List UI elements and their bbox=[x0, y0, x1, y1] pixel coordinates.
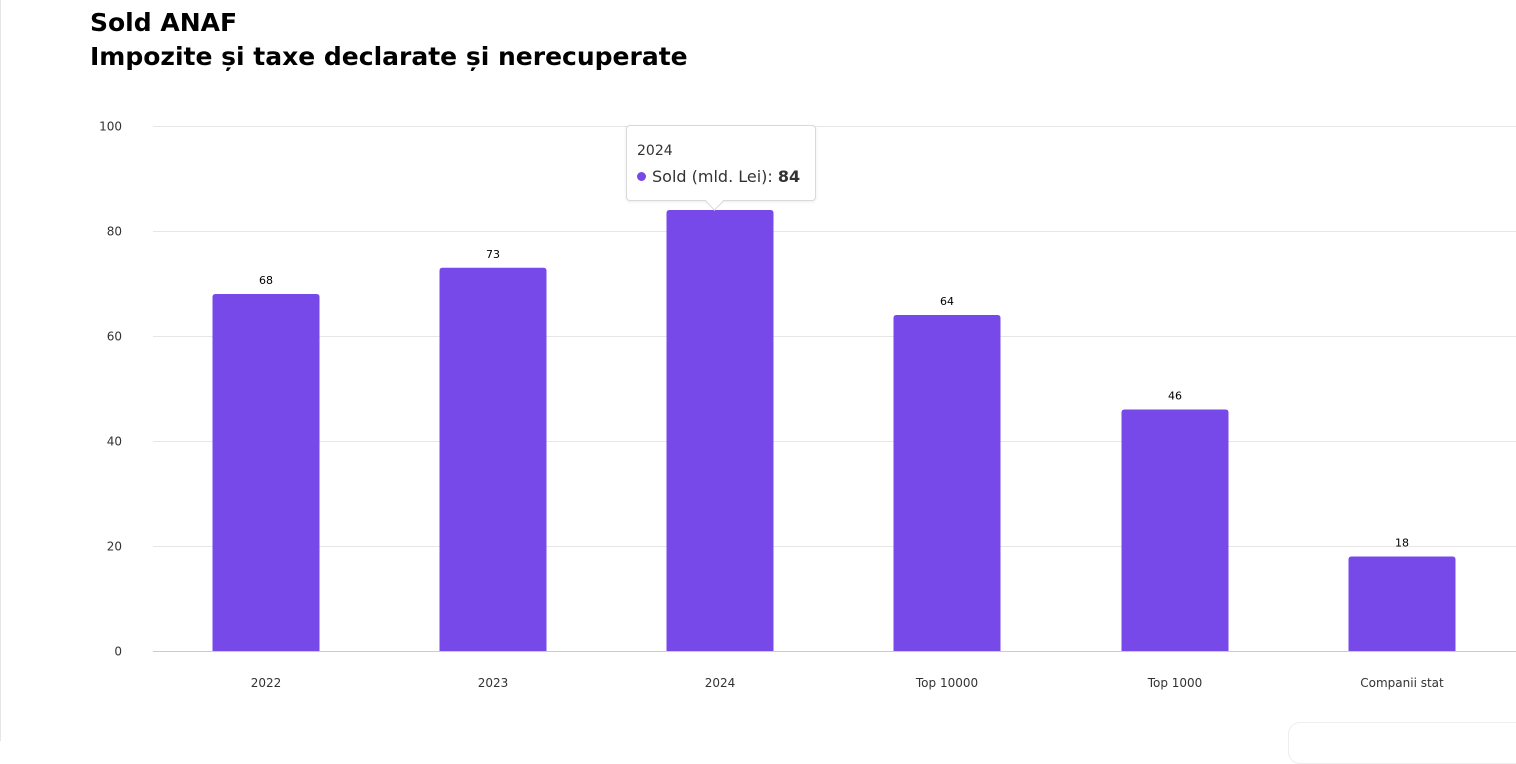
bar-data-label: 64 bbox=[940, 295, 954, 308]
y-tick-label: 0 bbox=[114, 645, 122, 659]
bar bbox=[212, 294, 320, 651]
y-tick-label: 80 bbox=[107, 225, 122, 239]
bar-data-label: 46 bbox=[1168, 390, 1182, 403]
x-tick-label: 2024 bbox=[705, 676, 736, 690]
y-axis: 0 20 40 60 80 100 bbox=[99, 120, 122, 659]
bar-chart: 0 20 40 60 80 100 68 73 84 64 46 18 2022 2023 2024 To… bbox=[99, 120, 1516, 690]
chart-title: Sold ANAF bbox=[90, 8, 238, 37]
tooltip-row: Sold (mld. Lei): 84 bbox=[637, 167, 800, 186]
bar-data-label: 18 bbox=[1395, 537, 1409, 550]
data-labels: 687384644618 bbox=[259, 190, 1409, 550]
y-tick-label: 40 bbox=[107, 435, 122, 449]
tooltip-header: 2024 bbox=[637, 143, 673, 159]
bar-series bbox=[212, 210, 1456, 651]
bar bbox=[893, 315, 1001, 651]
bar bbox=[666, 210, 774, 651]
bar bbox=[439, 267, 547, 651]
y-tick-label: 20 bbox=[107, 540, 122, 554]
x-tick-label: Top 10000 bbox=[915, 676, 978, 690]
chart-subtitle: Impozite și taxe declarate și nerecupera… bbox=[90, 42, 688, 71]
y-tick-label: 100 bbox=[99, 120, 122, 134]
x-tick-label: Companii stat bbox=[1360, 676, 1444, 690]
bar-data-label: 73 bbox=[486, 248, 500, 261]
y-tick-label: 60 bbox=[107, 330, 122, 344]
grid-lines bbox=[153, 126, 1516, 652]
bar bbox=[1121, 409, 1229, 651]
chart-title-block: Sold ANAF Impozite și taxe declarate și … bbox=[90, 6, 688, 74]
tooltip-value: 84 bbox=[777, 167, 801, 186]
chart-tooltip: 2024 Sold (mld. Lei): 84 bbox=[626, 125, 816, 201]
x-tick-label: 2022 bbox=[251, 676, 282, 690]
x-tick-label: 2023 bbox=[478, 676, 509, 690]
bottom-right-panel bbox=[1288, 722, 1516, 764]
tooltip-series-name: Sold (mld. Lei) bbox=[652, 167, 768, 186]
bar bbox=[1348, 556, 1456, 651]
tooltip-separator: : bbox=[767, 167, 773, 186]
panel-left-border bbox=[0, 0, 1, 741]
x-axis: 2022 2023 2024 Top 10000 Top 1000 Companii st… bbox=[251, 676, 1444, 690]
bar-data-label: 68 bbox=[259, 274, 273, 287]
x-tick-label: Top 1000 bbox=[1147, 676, 1203, 690]
series-dot-icon bbox=[637, 172, 646, 181]
